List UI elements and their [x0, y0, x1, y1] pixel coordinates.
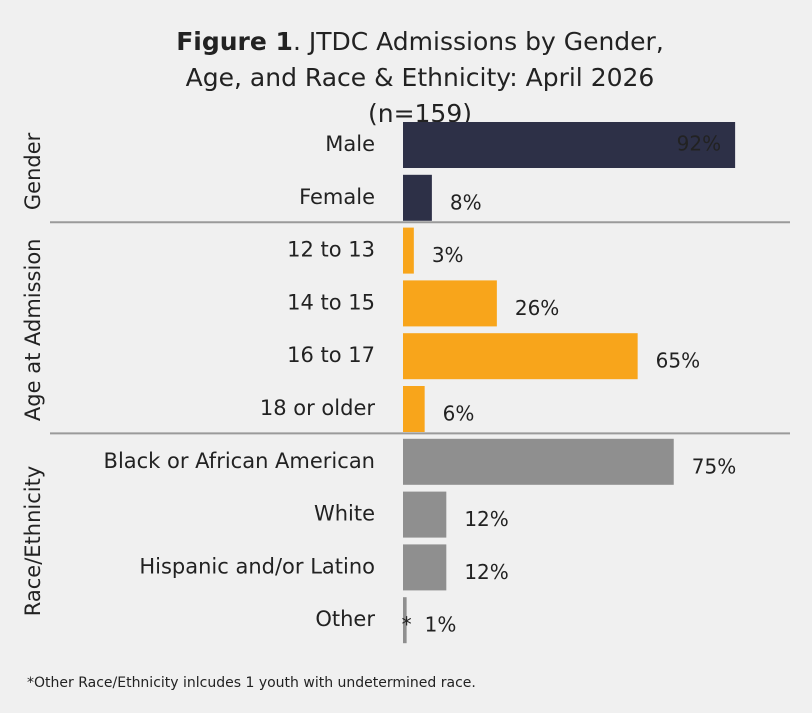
value-label: 6% [443, 402, 475, 426]
category-label: Black or African American [104, 449, 375, 473]
group-label: Age at Admission [21, 239, 45, 422]
bar [403, 333, 638, 380]
value-label: 26% [515, 296, 559, 320]
category-label: Female [299, 185, 375, 209]
value-label: 12% [464, 507, 508, 531]
group-label: Race/Ethnicity [21, 466, 45, 617]
category-label: Other [315, 607, 375, 631]
bar [403, 438, 674, 485]
title-text: . JTDC Admissions by Gender, Age, and Ra… [185, 27, 664, 128]
category-label: 14 to 15 [287, 290, 375, 314]
bar [403, 491, 447, 538]
value-label: 92% [677, 132, 721, 156]
value-label: 75% [692, 454, 736, 478]
category-label: Hispanic and/or Latino [139, 554, 375, 578]
bar [403, 227, 414, 274]
footnote: *Other Race/Ethnicity inlcudes 1 youth w… [27, 675, 476, 691]
category-label: Male [325, 132, 375, 156]
bar [403, 280, 497, 327]
category-label: 18 or older [260, 396, 375, 420]
value-label: 3% [432, 243, 464, 267]
bar [403, 544, 447, 591]
value-label: 1% [425, 613, 457, 637]
marker: * [402, 613, 412, 637]
group-label: Gender [21, 132, 45, 210]
chart-title: Figure 1. JTDC Admissions by Gender, Age… [150, 24, 690, 132]
value-label: 12% [464, 560, 508, 584]
value-label: 65% [656, 349, 700, 373]
category-label: 16 to 17 [287, 343, 375, 367]
bar [403, 122, 736, 168]
bar [403, 386, 425, 432]
category-label: White [314, 502, 375, 526]
value-label: 8% [450, 190, 482, 214]
title-label: Figure 1 [176, 27, 293, 56]
category-label: 12 to 13 [287, 238, 375, 262]
bar [403, 597, 407, 644]
bar [403, 174, 432, 221]
